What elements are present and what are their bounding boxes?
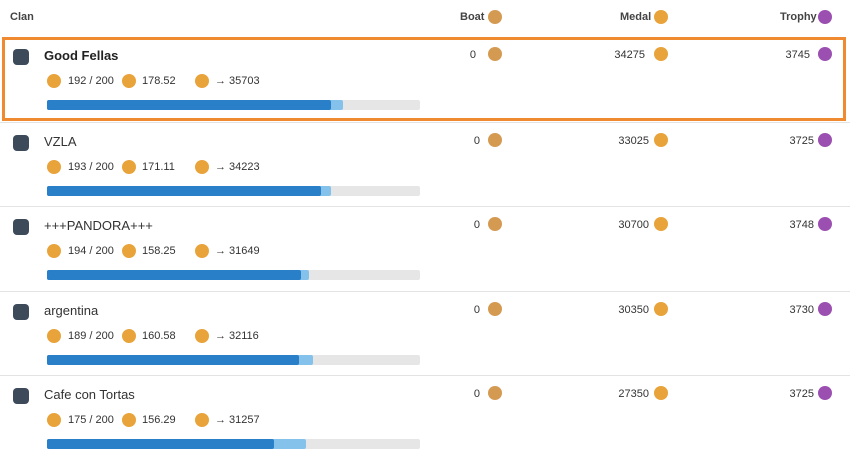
projection-icon — [195, 159, 209, 174]
trophy-icon — [818, 217, 832, 231]
arrow: → — [215, 414, 226, 426]
boat-icon — [488, 47, 502, 61]
clan-name: Cafe con Tortas — [44, 387, 135, 402]
trophy-icon — [818, 386, 832, 400]
boat-value: 0 — [473, 134, 480, 147]
clan-badge — [13, 134, 29, 151]
medal-icon — [654, 386, 668, 400]
medal-value: 30700 — [618, 219, 649, 231]
trophy-icon — [818, 301, 832, 316]
clan-row[interactable]: +++PANDORA+++ 194 / 200 158.25 → 31649 0 30700… — [0, 206, 850, 290]
average: 178.52 — [142, 75, 176, 87]
medal-value: 27350 — [618, 388, 649, 400]
members-icon — [47, 159, 61, 174]
projection: 32116 — [229, 329, 259, 342]
projection: 34223 — [229, 160, 260, 173]
clan-name: VZLA — [44, 133, 77, 149]
medal-icon — [654, 301, 668, 316]
projection-icon — [195, 74, 209, 88]
members: 175 / 200 — [68, 414, 114, 426]
header-clan: Clan — [10, 11, 34, 23]
medal-bar — [47, 439, 274, 449]
medal-bar — [47, 270, 302, 280]
average: 158.25 — [142, 245, 176, 257]
clan-name: Good Fellas — [44, 48, 119, 63]
members-icon — [47, 328, 61, 343]
boat-icon — [488, 10, 502, 24]
medal-bar — [47, 354, 299, 365]
medal-icon — [654, 132, 668, 147]
clan-row[interactable]: Good Fellas 192 / 200 178.52 → 35703 0 34275 37… — [2, 37, 846, 121]
arrow: → — [215, 245, 226, 257]
clan-row[interactable]: Cafe con Tortas 175 / 200 156.29 → 31257 0 273… — [0, 375, 850, 459]
members: 194 / 200 — [68, 245, 114, 257]
projection-icon — [195, 244, 209, 258]
projection: 35703 — [229, 75, 260, 87]
trophy-value: 3725 — [789, 388, 814, 400]
header-medal: Medal — [620, 11, 652, 23]
medal-value: 34275 — [614, 49, 645, 61]
arrow: → — [215, 75, 226, 87]
trophy-value: 3730 — [789, 303, 814, 316]
average-icon — [122, 159, 136, 174]
trophy-value: 3745 — [785, 49, 810, 61]
boat-icon — [488, 301, 502, 316]
members: 189 / 200 — [68, 329, 114, 342]
average-icon — [122, 74, 136, 88]
trophy-value: 3748 — [789, 219, 814, 231]
header-trophy: Trophy — [780, 11, 817, 23]
medal-icon — [654, 10, 668, 24]
average: 156.29 — [142, 414, 176, 426]
medal-value: 33025 — [618, 134, 649, 147]
trophy-icon — [818, 47, 832, 61]
clan-row[interactable]: argentina 189 / 200 160.58 → 32116 0 30350 3730 — [0, 290, 850, 375]
projection: 31649 — [229, 245, 260, 257]
arrow: → — [215, 160, 226, 173]
medal-icon — [654, 217, 668, 231]
projection-icon — [195, 413, 209, 427]
boat-value: 0 — [469, 49, 476, 61]
trophy-icon — [818, 132, 832, 147]
clan-name: +++PANDORA+++ — [44, 218, 153, 233]
medal-bar — [47, 185, 321, 196]
clan-badge — [13, 303, 29, 320]
trophy-icon — [818, 10, 832, 24]
medal-icon — [654, 47, 668, 61]
average-icon — [122, 244, 136, 258]
boat-value: 0 — [473, 388, 480, 400]
boat-icon — [488, 217, 502, 231]
trophy-value: 3725 — [789, 134, 814, 147]
average-icon — [122, 328, 136, 343]
members-icon — [47, 413, 61, 427]
boat-icon — [488, 386, 502, 400]
average: 171.11 — [142, 160, 175, 173]
projection-icon — [195, 328, 209, 343]
medal-bar — [47, 100, 332, 110]
members-icon — [47, 74, 61, 88]
members: 193 / 200 — [68, 160, 114, 173]
clan-badge — [13, 219, 29, 235]
header-boat: Boat — [460, 11, 485, 23]
members: 192 / 200 — [68, 75, 114, 87]
average: 160.58 — [142, 329, 176, 342]
arrow: → — [215, 329, 226, 342]
clan-row[interactable]: VZLA 193 / 200 171.11 → 34223 0 33025 3725 — [0, 121, 850, 206]
clan-name: argentina — [44, 302, 99, 318]
boat-icon — [488, 132, 502, 147]
clan-badge — [13, 49, 29, 65]
boat-value: 0 — [473, 303, 480, 316]
medal-value: 30350 — [618, 303, 649, 316]
clan-badge — [13, 388, 29, 404]
projection: 31257 — [229, 414, 260, 426]
boat-value: 0 — [473, 219, 480, 231]
members-icon — [47, 244, 61, 258]
average-icon — [122, 413, 136, 427]
